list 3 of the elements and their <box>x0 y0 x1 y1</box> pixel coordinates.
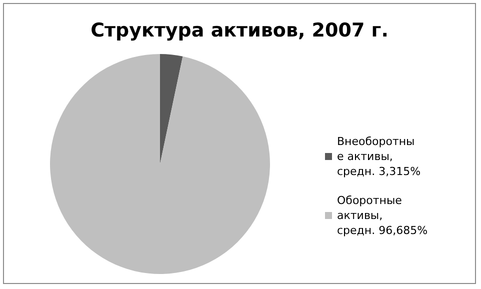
legend-label: Оборотные активы, средн. 96,685% <box>337 194 428 237</box>
legend-label: Внеоборотные активы, средн. 3,315% <box>337 135 421 178</box>
chart-title: Структура активов, 2007 г. <box>90 20 388 42</box>
